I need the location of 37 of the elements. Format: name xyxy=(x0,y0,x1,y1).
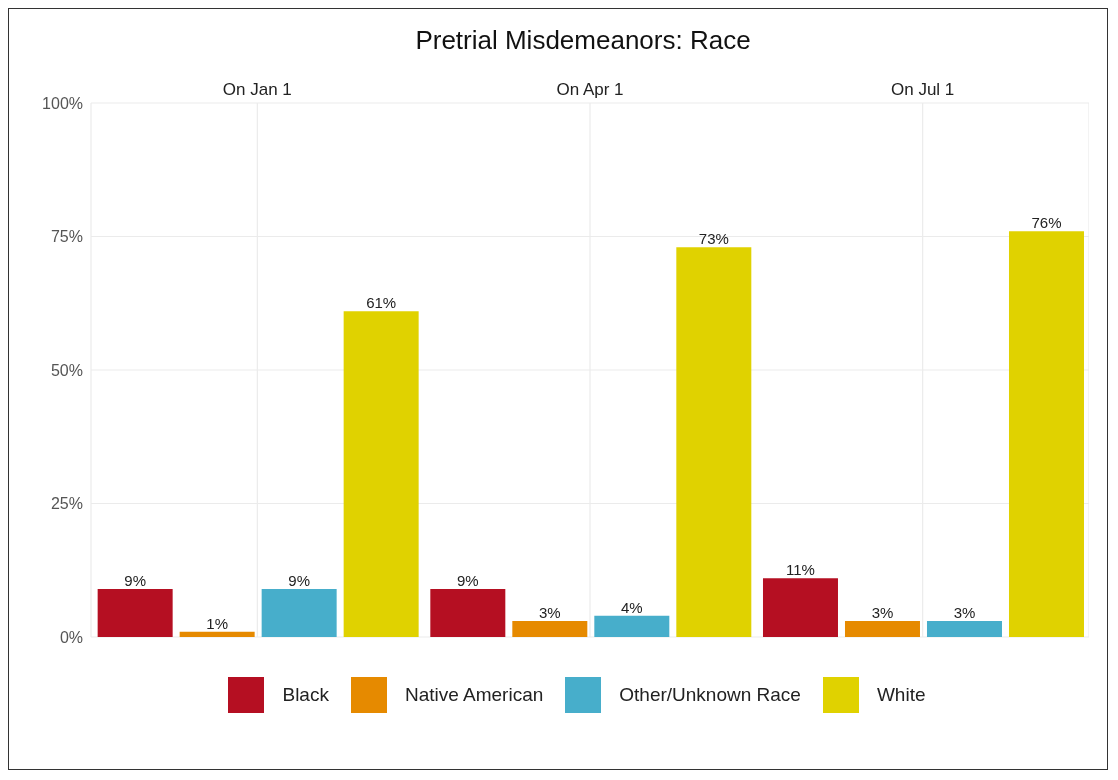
chart-title: Pretrial Misdemeanors: Race xyxy=(414,24,752,57)
y-tick-label: 75% xyxy=(50,228,83,246)
data-label: 73% xyxy=(698,230,729,248)
data-label: 3% xyxy=(871,603,894,621)
bar xyxy=(844,620,920,637)
bar xyxy=(926,620,1002,637)
data-label: 3% xyxy=(538,603,561,621)
data-label: 3% xyxy=(953,603,976,621)
bar xyxy=(676,247,752,637)
bar xyxy=(97,588,173,637)
legend-label: Native American xyxy=(404,684,544,706)
legend-label: Black xyxy=(282,684,329,706)
bar xyxy=(762,578,838,637)
y-tick-label: 0% xyxy=(59,628,83,646)
x-tick-label: On Jul 1 xyxy=(891,80,955,99)
data-label: 9% xyxy=(288,571,310,589)
data-label: 9% xyxy=(456,571,479,589)
legend-label: White xyxy=(876,684,926,706)
bar xyxy=(594,615,670,637)
y-tick-label: 50% xyxy=(50,361,83,379)
data-label: 1% xyxy=(206,614,228,632)
x-tick-label: On Jan 1 xyxy=(222,80,292,99)
data-label: 4% xyxy=(620,598,643,616)
bar xyxy=(343,311,419,637)
bar xyxy=(261,588,337,637)
bar xyxy=(430,588,506,637)
legend-label: Other/Unknown Race xyxy=(619,684,801,706)
bar xyxy=(1008,231,1084,637)
y-tick-label: 100% xyxy=(42,94,83,112)
data-label: 76% xyxy=(1031,214,1062,232)
bar xyxy=(512,620,588,637)
data-label: 61% xyxy=(366,294,397,312)
y-tick-label: 25% xyxy=(50,495,83,513)
data-label: 11% xyxy=(786,561,815,579)
data-label: 9% xyxy=(124,571,146,589)
x-tick-label: On Apr 1 xyxy=(556,80,624,99)
bar xyxy=(179,631,255,637)
